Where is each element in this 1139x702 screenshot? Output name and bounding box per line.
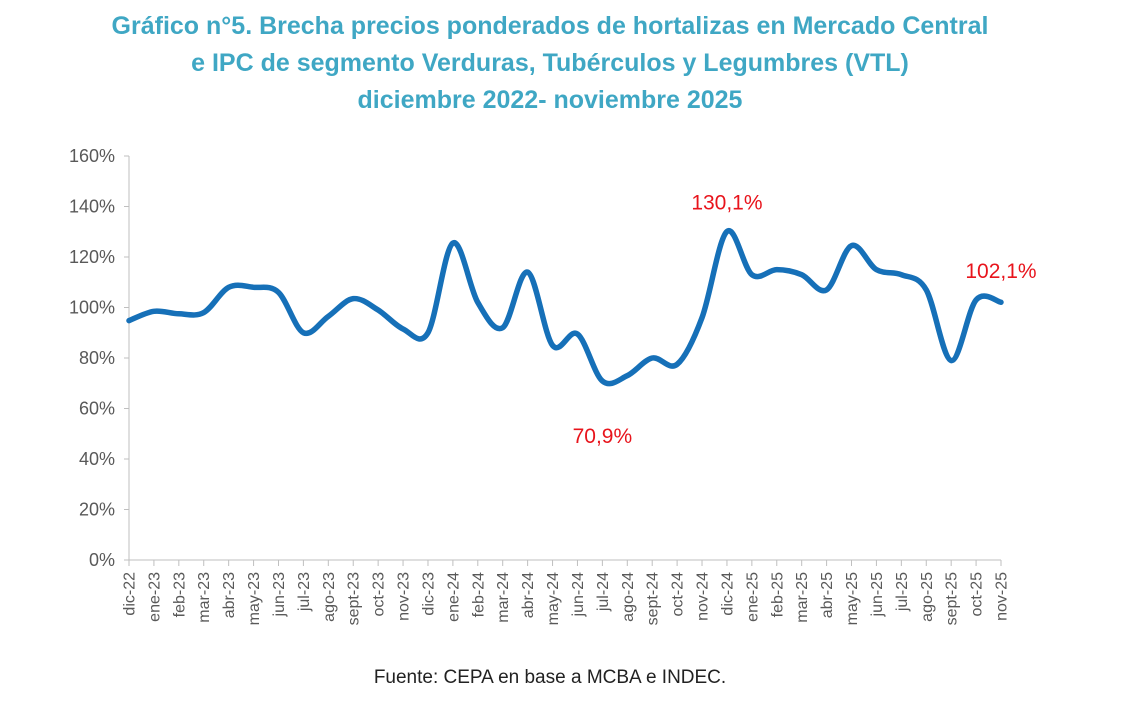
x-tick-label: nov-24 [695, 572, 712, 621]
y-tick-label: 80% [79, 348, 115, 368]
data-label: 70,9% [573, 425, 633, 448]
x-tick-label: ene-24 [445, 572, 462, 622]
chart-title-line-2: e IPC de segmento Verduras, Tubérculos y… [191, 49, 909, 77]
x-tick-label: abr-25 [819, 572, 836, 618]
y-tick-label: 40% [79, 449, 115, 469]
x-tick-label: may-23 [246, 572, 263, 625]
y-tick-label: 140% [69, 197, 115, 217]
x-tick-label: may-24 [545, 572, 562, 625]
x-tick-label: mar-23 [196, 572, 213, 623]
x-tick-label: sept-23 [346, 572, 363, 625]
chart-title-line-1: Gráfico n°5. Brecha precios ponderados d… [111, 12, 989, 40]
x-tick-label: may-25 [844, 572, 861, 625]
x-tick-label: sept-25 [944, 572, 961, 625]
x-tick-label: sept-24 [645, 572, 662, 625]
chart-title-line-3: diciembre 2022- noviembre 2025 [357, 86, 743, 114]
y-tick-label: 20% [79, 500, 115, 520]
x-tick-label: ago-25 [919, 572, 936, 622]
y-tick-label: 100% [69, 298, 115, 318]
x-tick-label: jul-24 [595, 572, 612, 612]
x-tick-label: jun-25 [869, 572, 886, 618]
x-tick-label: abr-23 [221, 572, 238, 618]
x-tick-label: ago-24 [620, 572, 637, 622]
data-label: 102,1% [965, 260, 1036, 283]
x-tick-label: dic-22 [122, 572, 139, 616]
x-tick-label: feb-23 [171, 572, 188, 617]
x-tick-label: jun-23 [271, 572, 288, 618]
y-tick-label: 160% [69, 146, 115, 166]
x-tick-label: dic-23 [420, 572, 437, 616]
x-tick-label: jul-23 [296, 572, 313, 612]
x-tick-label: ene-25 [744, 572, 761, 622]
x-tick-label: feb-25 [769, 572, 786, 617]
x-tick-label: jun-24 [570, 572, 587, 618]
x-tick-label: jul-25 [894, 572, 911, 612]
x-tick-label: ene-23 [146, 572, 163, 622]
x-tick-label: abr-24 [520, 572, 537, 618]
x-tick-label: nov-23 [396, 572, 413, 621]
x-tick-label: mar-24 [495, 572, 512, 623]
source-note: Fuente: CEPA en base a MCBA e INDEC. [373, 667, 727, 688]
x-tick-label: oct-25 [969, 572, 986, 617]
x-tick-label: oct-24 [670, 572, 687, 617]
data-label: 130,1% [691, 191, 762, 214]
x-tick-label: ago-23 [321, 572, 338, 622]
y-tick-label: 0% [89, 550, 115, 570]
series-line [126, 228, 1004, 387]
x-tick-label: nov-25 [994, 572, 1011, 621]
x-tick-label: mar-25 [794, 572, 811, 623]
x-tick-label: dic-24 [719, 572, 736, 616]
x-tick-label: feb-24 [470, 572, 487, 617]
x-tick-label: oct-23 [371, 572, 388, 617]
y-tick-label: 60% [79, 399, 115, 419]
y-tick-label: 120% [69, 247, 115, 267]
chart-title: Gráfico n°5. Brecha precios ponderados d… [0, 8, 1100, 119]
